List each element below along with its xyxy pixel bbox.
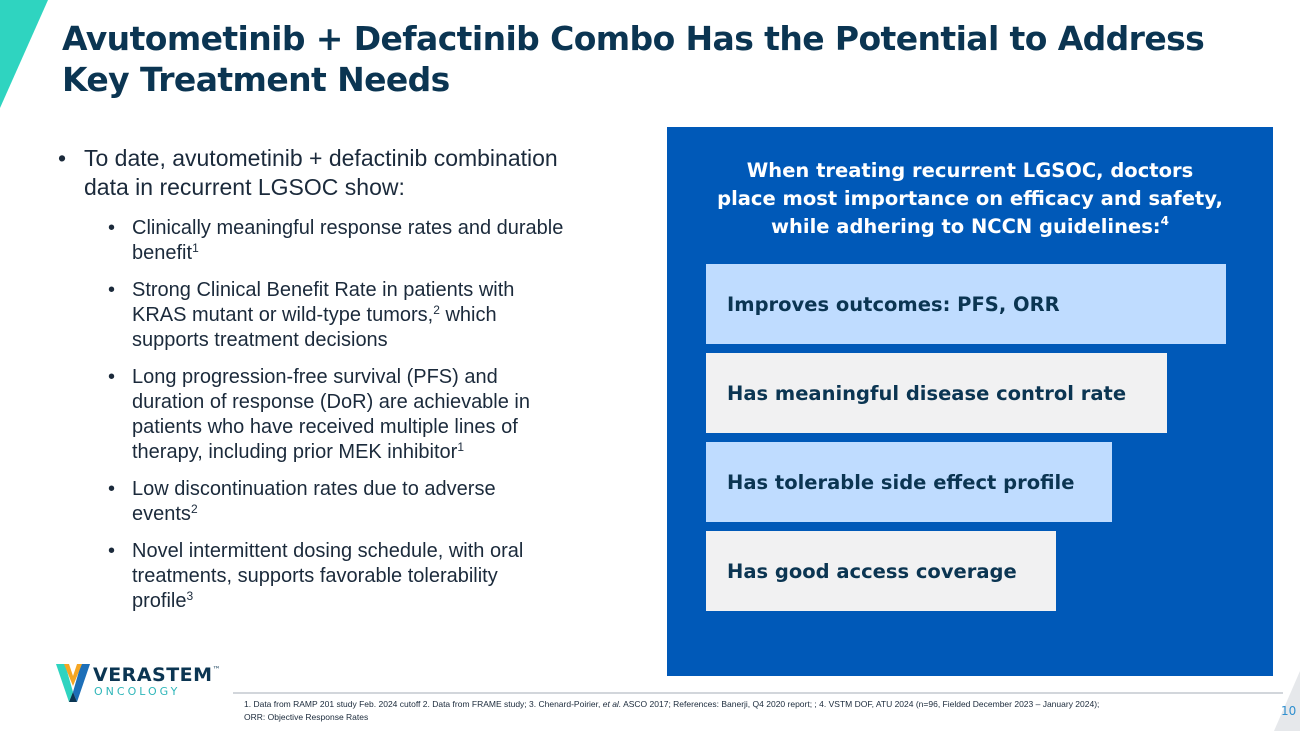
footnote-ref: 4: [1160, 214, 1169, 228]
verastem-logo: VERASTEM™ ONCOLOGY: [56, 661, 226, 703]
page-number: 10: [1281, 704, 1297, 718]
sub-bullet-discontinuation: Low discontinuation rates due to adverse…: [58, 477, 618, 527]
main-bullet: To date, avutometinib + defactinib combi…: [58, 144, 618, 202]
sub-bullet-dosing: Novel intermittent dosing schedule, with…: [58, 539, 618, 614]
sub-bullet-response-rates: Clinically meaningful response rates and…: [58, 216, 618, 266]
findings-list: To date, avutometinib + defactinib combi…: [58, 144, 618, 626]
footnote-ref: 1: [457, 440, 465, 454]
sub-bullet-pfs: Long progression-free survival (PFS) and…: [58, 365, 618, 465]
footer-divider: [233, 692, 1283, 694]
sub-bullet-clinical-benefit: Strong Clinical Benefit Rate in patients…: [58, 278, 618, 353]
teal-corner-accent: [0, 0, 48, 108]
footnotes: 1. Data from RAMP 201 study Feb. 2024 cu…: [244, 699, 1100, 722]
footer-corner-accent: [1274, 671, 1300, 731]
footnote-ref: 3: [186, 589, 194, 603]
priority-bar-outcomes: Improves outcomes: PFS, ORR: [706, 264, 1226, 344]
footnote-ref: 2: [190, 502, 198, 516]
priority-bar-access: Has good access coverage: [706, 531, 1056, 611]
footnote-ref: 2: [433, 303, 440, 317]
priority-bar-disease-control: Has meaningful disease control rate: [706, 353, 1167, 433]
verastem-v-mark-icon: [56, 664, 90, 702]
slide-title: Avutometinib + Defactinib Combo Has the …: [62, 19, 1205, 99]
footnote-ref: 1: [192, 241, 199, 255]
priority-bar-side-effects: Has tolerable side effect profile: [706, 442, 1112, 522]
panel-heading: When treating recurrent LGSOC, doctors p…: [717, 159, 1223, 238]
treatment-priorities-panel: When treating recurrent LGSOC, doctors p…: [667, 127, 1273, 676]
